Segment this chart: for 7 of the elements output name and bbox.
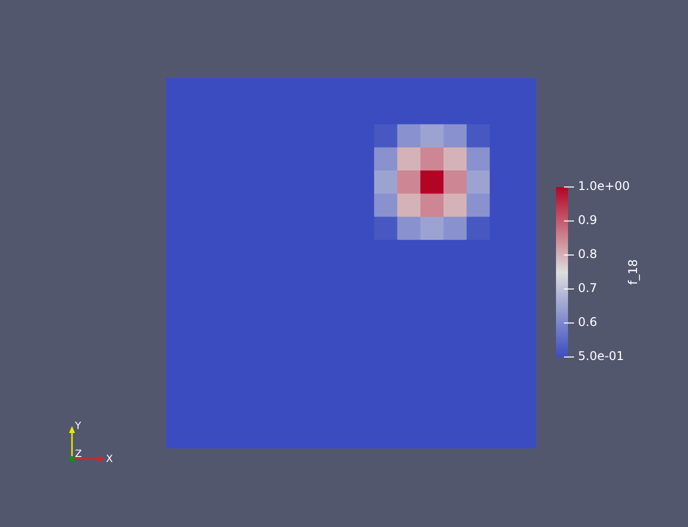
color-bar-title: f_18 bbox=[626, 259, 640, 285]
color-bar-label: 0.6 bbox=[578, 315, 598, 330]
color-bar-label: 0.7 bbox=[578, 281, 598, 296]
color-bar-label: 0.8 bbox=[578, 247, 598, 262]
color-bar-label: 5.0e-01 bbox=[578, 349, 624, 364]
color-bar-label: 0.9 bbox=[578, 213, 598, 228]
color-bar-label: 1.0e+00 bbox=[578, 179, 630, 194]
